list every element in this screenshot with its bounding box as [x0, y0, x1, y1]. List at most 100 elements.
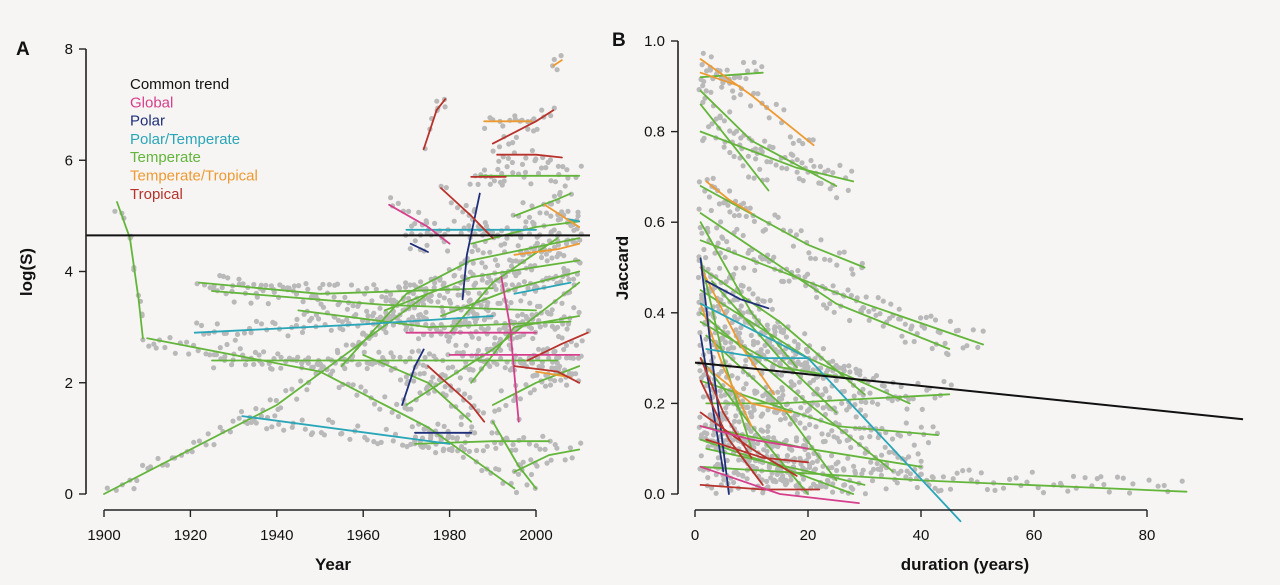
- data-point: [715, 455, 721, 461]
- data-point: [493, 445, 499, 451]
- data-point: [709, 121, 715, 127]
- data-point: [721, 200, 727, 206]
- polar-temperate-trend-line: [193, 315, 494, 334]
- data-point: [860, 467, 866, 473]
- data-point: [820, 346, 827, 352]
- panel-a-legend: Common trendGlobalPolarPolar/TemperateTe…: [130, 76, 258, 203]
- data-point: [895, 470, 901, 477]
- data-point: [578, 163, 584, 169]
- data-point: [253, 406, 259, 412]
- data-point: [295, 354, 301, 360]
- data-point: [716, 201, 723, 207]
- data-point: [797, 455, 803, 461]
- tropical-trend-line: [422, 98, 447, 150]
- data-point: [960, 468, 966, 474]
- panel-b-points: [695, 50, 1185, 497]
- data-point: [548, 213, 554, 219]
- data-point: [504, 164, 510, 170]
- data-point: [544, 309, 550, 315]
- data-point: [706, 194, 713, 200]
- data-point: [1000, 485, 1007, 491]
- data-point: [548, 457, 554, 463]
- data-point: [492, 335, 498, 341]
- data-point: [755, 440, 761, 446]
- data-point: [894, 480, 900, 486]
- data-point: [1070, 473, 1077, 479]
- data-point: [554, 67, 560, 73]
- data-point: [416, 209, 422, 215]
- temperate-trend-line: [705, 393, 951, 405]
- data-point: [752, 390, 758, 396]
- data-point: [837, 162, 843, 168]
- data-point: [891, 468, 897, 474]
- data-point: [1120, 475, 1126, 481]
- data-point: [265, 301, 271, 307]
- data-point: [798, 228, 804, 234]
- data-point: [779, 165, 785, 171]
- data-point: [700, 83, 706, 89]
- data-point: [721, 144, 727, 150]
- data-point: [800, 178, 806, 184]
- y-tick-label: 0.6: [644, 214, 665, 231]
- data-point: [563, 241, 570, 247]
- data-point: [745, 153, 752, 159]
- data-point: [369, 361, 375, 367]
- data-point: [873, 373, 880, 379]
- data-point: [875, 401, 881, 407]
- data-point: [570, 276, 577, 282]
- data-point: [547, 438, 553, 444]
- data-point: [814, 386, 820, 392]
- data-point: [172, 350, 178, 356]
- data-point: [571, 305, 577, 311]
- data-point: [947, 318, 954, 324]
- data-point: [320, 304, 327, 310]
- data-point: [773, 101, 779, 107]
- data-point: [552, 378, 558, 384]
- data-point: [320, 281, 326, 287]
- data-point: [1146, 477, 1152, 483]
- data-point: [559, 300, 565, 306]
- data-point: [379, 294, 385, 300]
- temperate-trend-line: [470, 315, 581, 384]
- data-point: [1040, 490, 1047, 496]
- data-point: [764, 322, 770, 328]
- data-point: [737, 92, 744, 98]
- temperate-tropical-trend-line: [513, 242, 581, 256]
- data-point: [829, 464, 835, 471]
- data-point: [530, 335, 536, 342]
- data-point: [751, 175, 757, 181]
- data-point: [817, 483, 824, 489]
- data-point: [538, 254, 545, 261]
- data-point: [355, 423, 361, 429]
- data-point: [364, 360, 370, 366]
- data-point: [525, 285, 531, 291]
- data-point: [510, 170, 516, 176]
- data-point: [873, 312, 879, 318]
- data-point: [576, 309, 582, 316]
- data-point: [506, 141, 512, 147]
- data-point: [793, 396, 799, 402]
- data-point: [722, 324, 728, 330]
- data-point: [273, 397, 279, 404]
- data-point: [496, 158, 502, 164]
- data-point: [450, 364, 456, 370]
- data-point: [806, 250, 812, 256]
- data-point: [248, 300, 254, 306]
- tropical-trend-line: [699, 411, 798, 477]
- data-point: [444, 333, 450, 339]
- data-point: [495, 300, 501, 306]
- data-point: [336, 384, 342, 391]
- data-point: [790, 152, 796, 158]
- data-point: [434, 98, 440, 104]
- data-point: [806, 406, 813, 412]
- data-point: [299, 329, 306, 335]
- data-point: [788, 379, 794, 385]
- data-point: [743, 357, 749, 363]
- data-point: [416, 348, 422, 354]
- data-point: [219, 285, 225, 291]
- data-point: [713, 116, 719, 122]
- data-point: [736, 457, 742, 463]
- data-point: [238, 409, 245, 415]
- data-point: [835, 459, 841, 465]
- data-point: [543, 210, 550, 216]
